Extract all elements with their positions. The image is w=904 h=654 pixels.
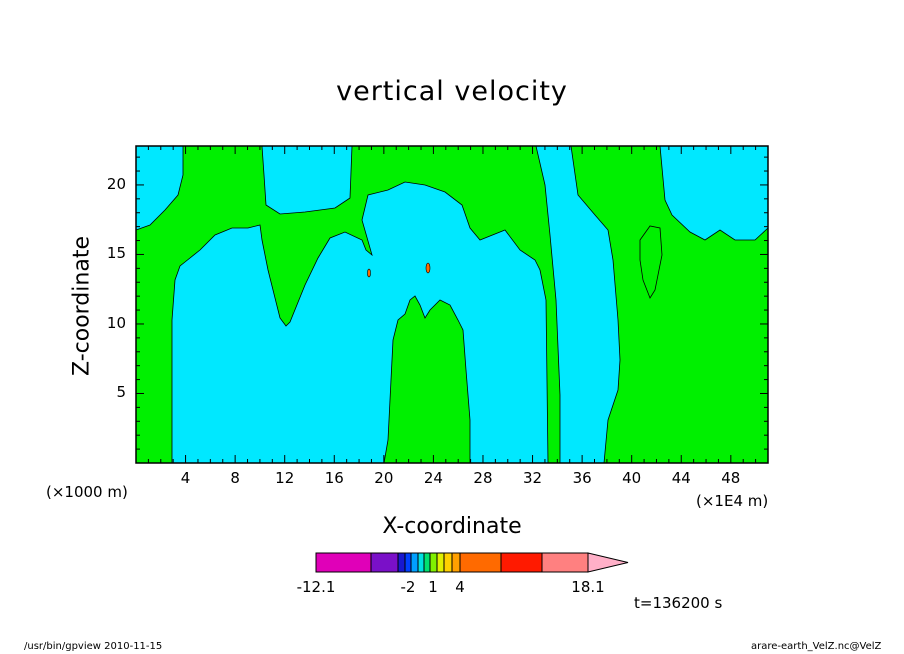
x-tick-label: 44 [671,469,691,487]
x-tick-label: 28 [473,469,493,487]
colorbar-segment [370,552,399,573]
footer-right: arare-earth_VelZ.nc@VelZ [751,641,882,652]
y-axis-label: Z-coordinate [69,236,95,376]
colorbar-segment [423,552,431,573]
x-tick-label: 48 [721,469,741,487]
plot-frame [135,145,769,464]
x-unit-note: (×1E4 m) [696,492,769,510]
x-axis-label: X-coordinate [382,514,522,539]
x-tick-label: 20 [374,469,394,487]
colorbar-segment [459,552,502,573]
colorbar-layer [315,552,629,573]
colorbar-segment [443,552,453,573]
x-tick-label: 16 [324,469,344,487]
colorbar-segment [500,552,543,573]
colorbar-level-label: 1 [428,578,438,596]
chart-title: vertical velocity [336,76,568,107]
orange-contour-blob [367,268,371,278]
x-tick-label: 12 [275,469,295,487]
colorbar-segment [315,552,372,573]
colorbar-segment [429,552,438,573]
colorbar-segment [436,552,445,573]
x-scale-note: (×1000 m) [46,483,128,501]
positive-velocity-region [135,145,561,464]
x-tick-label: 4 [180,469,191,487]
x-tick-label: 32 [523,469,543,487]
y-tick-label: 20 [106,174,126,193]
x-tick-label: 36 [572,469,592,487]
orange-contour-blob [425,262,431,274]
y-tick-label: 15 [106,244,126,263]
colorbar-level-label: 4 [455,578,465,596]
x-tick-label: 24 [423,469,443,487]
colorbar-level-label: -2 [400,578,416,596]
time-label: t=136200 s [634,594,723,612]
positive-velocity-region [383,295,471,464]
colorbar-segment [417,552,425,573]
colorbar-level-label: -12.1 [296,578,336,596]
x-tick-label: 40 [622,469,642,487]
y-tick-label: 10 [106,313,126,332]
x-tick-label: 8 [230,469,240,487]
colorbar-level-label: 18.1 [571,578,605,596]
contour-fill-layer [135,145,769,464]
y-tick-label: 5 [116,383,126,402]
footer-left: /usr/bin/gpview 2010-11-15 [24,641,163,652]
axis-layer [135,145,769,464]
colorbar-segment [451,552,461,573]
colorbar-segment [541,552,589,573]
positive-velocity-region [639,225,663,299]
colorbar-arrow [587,552,629,573]
colorbar-segment [397,552,406,573]
colorbar-segment [404,552,412,573]
colorbar-segment [410,552,419,573]
